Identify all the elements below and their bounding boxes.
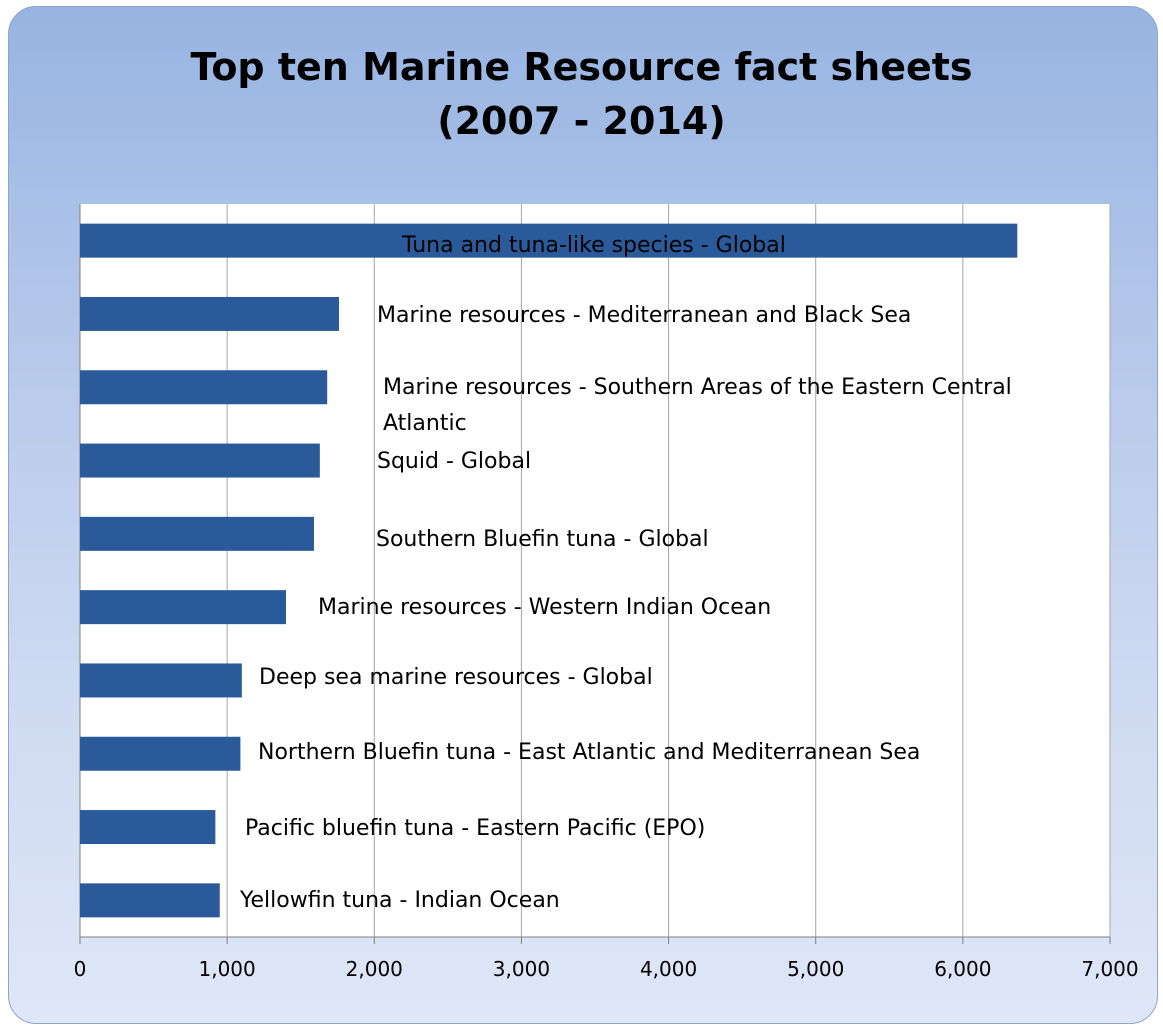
bar [80,663,242,698]
x-tick-label: 3,000 [493,957,550,981]
x-tick-label: 4,000 [640,957,697,981]
bar [80,370,328,405]
data-label: Marine resources - Southern Areas of the… [383,375,1012,436]
data-label: Yellowfin tuna - Indian Ocean [239,888,560,913]
chart-title: Top ten Marine Resource fact sheets (200… [0,40,1163,148]
data-label: Tuna and tuna-like species - Global [401,233,786,258]
bar [80,516,314,551]
data-label: Deep sea marine resources - Global [259,665,653,690]
data-label: Squid - Global [377,449,531,474]
bar [80,223,1018,258]
bar [80,590,286,625]
data-label: Pacific bluefin tuna - Eastern Pacific (… [245,816,705,841]
x-tick-label: 0 [74,957,87,981]
x-tick-label: 1,000 [199,957,256,981]
x-tick-label: 7,000 [1081,957,1138,981]
x-tick-label: 2,000 [346,957,403,981]
data-label: Northern Bluefin tuna - East Atlantic an… [258,740,920,765]
bar [80,296,339,331]
data-label: Marine resources - Western Indian Ocean [318,595,771,620]
bar [80,810,216,845]
data-label: Marine resources - Mediterranean and Bla… [377,303,911,328]
data-label: Southern Bluefin tuna - Global [376,527,709,552]
bar [80,443,320,478]
bar [80,736,241,771]
x-tick-label: 6,000 [934,957,991,981]
x-tick-label: 5,000 [787,957,844,981]
chart-title-line-1: Top ten Marine Resource fact sheets [190,45,973,89]
bar [80,883,220,918]
chart-title-line-2: (2007 - 2014) [437,99,726,143]
